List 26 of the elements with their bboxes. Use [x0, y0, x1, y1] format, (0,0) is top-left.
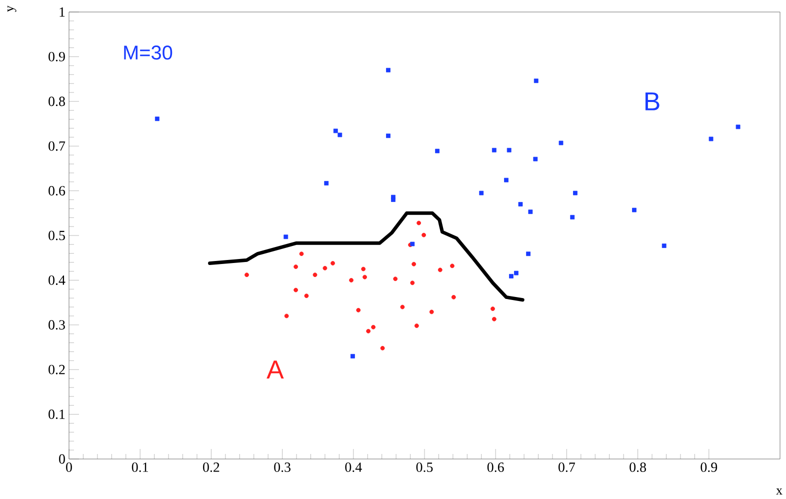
x-tick-label: 0.7 — [558, 462, 576, 472]
y-tick-label: 0.7 — [48, 141, 66, 151]
y-axis-title: y — [8, 6, 16, 12]
x-tick-label: 0.8 — [630, 462, 646, 472]
y-tick-label: 0.3 — [48, 320, 65, 330]
y-tick-label: 0.2 — [48, 364, 65, 374]
x-tick-label: 0.6 — [487, 462, 504, 472]
y-tick-label: 0.9 — [48, 52, 65, 62]
x-tick-label: 0.9 — [700, 462, 718, 472]
x-tick-label: 0.2 — [203, 462, 220, 472]
x-tick-label: 0 — [66, 462, 72, 472]
y-tick-label: 1 — [60, 7, 65, 17]
y-tick-label: 0.4 — [48, 275, 66, 285]
y-tick-label: 0 — [59, 454, 65, 464]
x-axis-title: x — [776, 488, 782, 494]
y-tick-label: 0.8 — [48, 96, 65, 106]
x-tick-label: 0.1 — [132, 462, 148, 472]
y-tick-label: 0.5 — [48, 230, 65, 240]
annotation: M=30 — [124, 46, 172, 60]
y-tick-label: 0.6 — [48, 186, 66, 196]
x-tick-label: 0.3 — [274, 462, 290, 472]
y-tick-label: 0.1 — [48, 410, 65, 420]
x-tick-label: 0.4 — [345, 462, 362, 472]
series-label: A — [266, 360, 284, 379]
x-tick-label: 0.5 — [416, 462, 433, 472]
text: B — [646, 92, 660, 110]
